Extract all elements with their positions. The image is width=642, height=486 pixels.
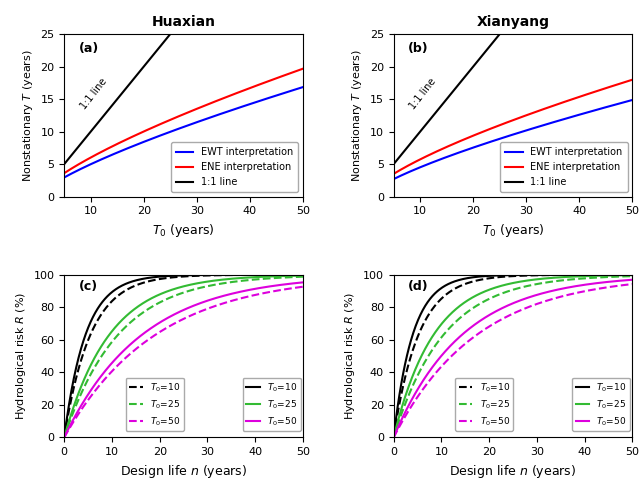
Text: (a): (a) — [78, 42, 99, 55]
X-axis label: $T_0$ (years): $T_0$ (years) — [152, 222, 215, 239]
X-axis label: $T_0$ (years): $T_0$ (years) — [482, 222, 544, 239]
Y-axis label: Hydrological risk $R$ (%): Hydrological risk $R$ (%) — [343, 292, 358, 420]
Title: Huaxian: Huaxian — [152, 15, 216, 29]
X-axis label: Design life $n$ (years): Design life $n$ (years) — [449, 463, 577, 480]
Y-axis label: Nonstationary $T$ (years): Nonstationary $T$ (years) — [21, 49, 35, 182]
Text: 1:1 line: 1:1 line — [408, 76, 438, 111]
Text: (d): (d) — [408, 279, 429, 293]
Title: Xianyang: Xianyang — [476, 15, 550, 29]
Text: (c): (c) — [78, 279, 98, 293]
X-axis label: Design life $n$ (years): Design life $n$ (years) — [120, 463, 247, 480]
Legend: EWT interpretation, ENE interpretation, 1:1 line: EWT interpretation, ENE interpretation, … — [171, 142, 298, 192]
Legend: EWT interpretation, ENE interpretation, 1:1 line: EWT interpretation, ENE interpretation, … — [500, 142, 627, 192]
Legend: $T_0$=10, $T_0$=25, $T_0$=50: $T_0$=10, $T_0$=25, $T_0$=50 — [243, 378, 301, 431]
Text: 1:1 line: 1:1 line — [78, 76, 108, 111]
Y-axis label: Nonstationary $T$ (years): Nonstationary $T$ (years) — [351, 49, 364, 182]
Text: (b): (b) — [408, 42, 429, 55]
Y-axis label: Hydrological risk $R$ (%): Hydrological risk $R$ (%) — [14, 292, 28, 420]
Legend: $T_0$=10, $T_0$=25, $T_0$=50: $T_0$=10, $T_0$=25, $T_0$=50 — [572, 378, 630, 431]
